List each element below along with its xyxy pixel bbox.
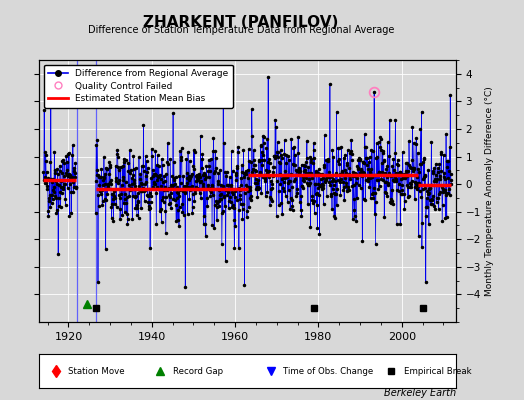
Text: ZHARKENT (PANFILOV): ZHARKENT (PANFILOV): [144, 15, 339, 30]
Text: Difference of Station Temperature Data from Regional Average: Difference of Station Temperature Data f…: [88, 25, 394, 35]
Text: Empirical Break: Empirical Break: [404, 366, 472, 376]
Legend: Difference from Regional Average, Quality Control Failed, Estimated Station Mean: Difference from Regional Average, Qualit…: [44, 64, 233, 108]
Text: Time of Obs. Change: Time of Obs. Change: [283, 366, 373, 376]
Text: Berkeley Earth: Berkeley Earth: [384, 388, 456, 398]
Text: Station Move: Station Move: [69, 366, 125, 376]
Text: Record Gap: Record Gap: [172, 366, 223, 376]
Y-axis label: Monthly Temperature Anomaly Difference (°C): Monthly Temperature Anomaly Difference (…: [485, 86, 494, 296]
